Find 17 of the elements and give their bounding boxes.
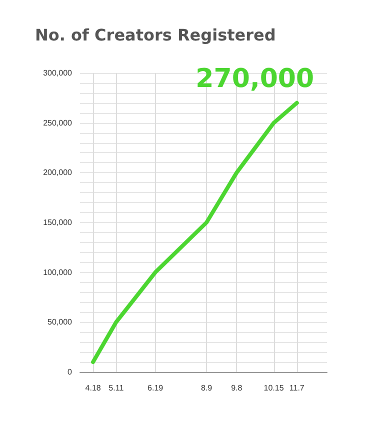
x-tick-label: 10.15 — [264, 384, 284, 392]
y-tick-label: 50,000 — [48, 318, 73, 327]
annotation: 270,000 — [196, 64, 314, 94]
x-tick-label: 5.11 — [108, 384, 124, 392]
chart-title: No. of Creators Registered — [35, 26, 276, 44]
y-tick-label: 150,000 — [43, 218, 73, 227]
line-series — [91, 100, 299, 364]
y-tick-label: 300,000 — [43, 68, 73, 78]
x-tick-label: 6.19 — [148, 384, 164, 392]
y-tick-label: 0 — [68, 368, 73, 376]
x-tick-label: 9.8 — [231, 384, 243, 392]
y-tick-label: 100,000 — [43, 268, 73, 277]
y-tick-label: 250,000 — [43, 118, 73, 128]
x-tick-label: 8.9 — [200, 384, 213, 392]
x-tick-label: 4.18 — [85, 384, 102, 392]
x-tick-label: 11.7 — [289, 384, 305, 392]
y-tick-label: 200,000 — [43, 168, 73, 178]
